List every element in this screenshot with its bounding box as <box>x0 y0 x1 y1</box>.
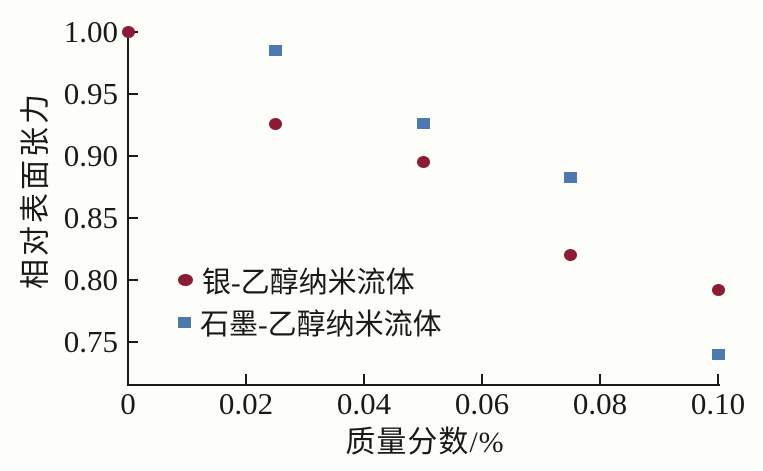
x-tick-label: 0.10 <box>690 386 746 421</box>
data-point-square <box>564 171 577 183</box>
data-point-circle <box>564 249 577 262</box>
x-tick-mark <box>363 374 365 384</box>
x-tick-mark <box>599 374 601 384</box>
x-tick-mark <box>481 374 483 384</box>
data-point-square <box>416 118 430 130</box>
y-axis-line <box>127 31 129 385</box>
legend-item-graphite-ethanol: 石墨-乙醇纳米流体 <box>178 301 442 343</box>
data-point-circle <box>711 283 725 296</box>
x-axis-title: 质量分数/% <box>345 426 505 459</box>
y-tick-label: 0.75 <box>63 324 118 359</box>
x-tick-label: 0.04 <box>336 386 392 421</box>
y-tick-label: 0.80 <box>63 262 118 297</box>
legend-item-silver-ethanol: 银-乙醇纳米流体 <box>178 259 442 301</box>
x-tick-label: 0.06 <box>454 386 510 421</box>
y-tick-label: 1.00 <box>63 14 118 49</box>
y-tick-mark <box>128 155 138 157</box>
y-tick-mark <box>128 217 138 219</box>
data-point-circle <box>121 26 135 38</box>
legend: 银-乙醇纳米流体 石墨-乙醇纳米流体 <box>178 259 442 343</box>
y-tick-label: 0.90 <box>63 138 118 173</box>
data-point-circle <box>269 117 282 130</box>
legend-label-silver-ethanol: 银-乙醇纳米流体 <box>202 267 415 299</box>
y-tick-mark <box>128 279 138 281</box>
data-point-circle <box>416 156 430 169</box>
x-tick-mark <box>245 374 247 384</box>
y-tick-mark <box>128 93 138 95</box>
x-tick-mark <box>717 374 719 384</box>
y-tick-label: 0.95 <box>63 76 118 111</box>
y-axis-title: 相对表面张力 <box>19 91 53 289</box>
circle-marker-icon <box>178 274 193 286</box>
x-axis-line <box>127 384 720 386</box>
data-point-square <box>711 348 725 360</box>
x-tick-label: 0.02 <box>218 386 274 421</box>
y-tick-mark <box>128 341 138 343</box>
legend-label-graphite-ethanol: 石墨-乙醇纳米流体 <box>200 309 442 341</box>
y-tick-label: 0.85 <box>63 200 118 235</box>
data-point-square <box>269 45 282 57</box>
x-tick-label: 0.08 <box>572 386 628 421</box>
square-marker-icon <box>178 316 191 328</box>
x-tick-label: 0 <box>120 386 136 421</box>
